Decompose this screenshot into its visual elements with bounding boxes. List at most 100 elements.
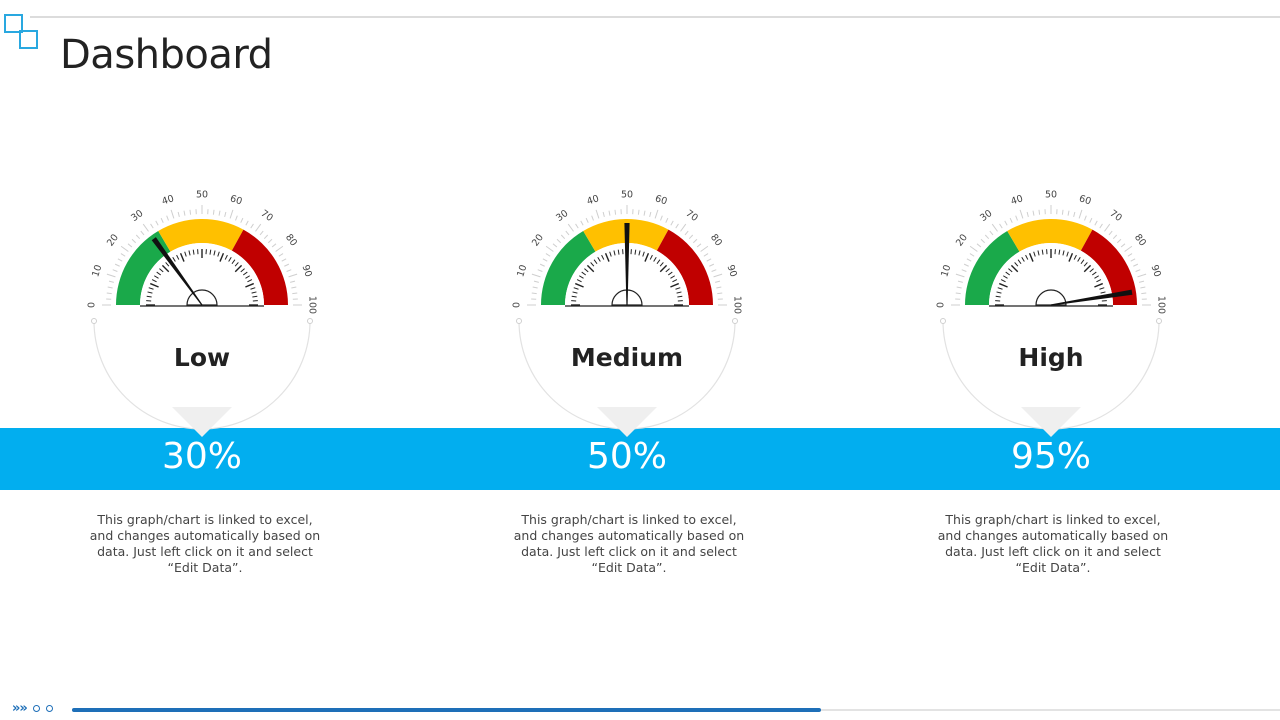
gauge-dial-tick (1002, 275, 1008, 279)
gauge-scale-tick (715, 280, 721, 283)
gauge-scale-tick (552, 243, 558, 248)
gauge-scale-tick (112, 269, 118, 272)
gauge-scale-tick (991, 223, 998, 232)
gauge-scale-tick (1061, 209, 1064, 215)
nav-dot-icon[interactable] (32, 705, 40, 712)
gauge-dial-tick (209, 249, 212, 255)
gauge-tick-label: 40 (1010, 193, 1025, 207)
gauge-scale-tick (595, 209, 600, 219)
gauge-dial-tick (1058, 249, 1061, 255)
gauge-tick-label: 0 (936, 302, 947, 308)
gauge-scale-tick (706, 258, 712, 262)
gauge-scale-tick (709, 263, 715, 267)
gauge-tick-label: 10 (939, 264, 953, 279)
gauge-dial-tick (217, 251, 220, 257)
gauge-title-medium: Medium (570, 343, 684, 372)
gauge-tick-label: 90 (1149, 264, 1163, 279)
gauge-tick-label: 50 (196, 190, 208, 201)
gauge-scale-tick (284, 263, 290, 267)
gauge-dial-tick (250, 287, 256, 290)
gauge-scale-tick (245, 220, 249, 226)
gauge-scale-tick (688, 234, 694, 240)
gauge-scale-tick (1141, 292, 1147, 295)
gauge-scale-tick (281, 258, 287, 262)
gauge-scale-tick (127, 243, 133, 248)
gauge-scale-tick (654, 209, 659, 219)
gauge-dial-tick (656, 259, 661, 265)
gauge-dial-tick (573, 287, 579, 290)
gauge-scale-tick (545, 245, 554, 252)
gauge-scale-tick (229, 209, 234, 219)
gauge-dial-tick (224, 254, 228, 260)
gauge-pointer-tab (1021, 407, 1081, 437)
gauge-scale-tick (255, 223, 262, 232)
gauge-dial-tick (1014, 262, 1019, 267)
gauge-needle (624, 223, 630, 305)
gauge-pointer-tab (597, 407, 657, 437)
gauge-needle (1050, 289, 1133, 306)
gauge-scale-tick (961, 269, 967, 272)
gauge-dial-tick (576, 279, 582, 283)
gauge-scale-tick (218, 210, 221, 216)
top-divider (30, 16, 1280, 18)
gauge-scale-tick (591, 215, 594, 221)
gauge-scale-tick (291, 286, 297, 289)
gauge-dial-tick (609, 251, 612, 257)
gauge-tick-label: 50 (621, 190, 633, 201)
gauge-tick-label: 80 (1132, 232, 1148, 248)
gauge-cup-dot (516, 318, 522, 324)
gauge-dial-tick (165, 262, 170, 267)
gauge-zone (965, 230, 1020, 305)
gauge-scale-tick (1137, 273, 1147, 278)
gauge-dial-tick (1083, 262, 1088, 267)
gauge-dial-tick (192, 249, 195, 255)
gauge-dial-tick (1025, 254, 1029, 260)
gauge-scale-tick (1089, 217, 1093, 223)
gauge-dial-tick (1099, 287, 1105, 290)
gauge-scale-tick (696, 243, 702, 248)
nav-dot-icon[interactable] (45, 705, 53, 712)
gauge-tick-label: 70 (1108, 208, 1124, 224)
gauge-scale-tick (608, 210, 611, 216)
gauge-scale-tick (1004, 220, 1008, 226)
gauge-low[interactable]: 0 10 20 30 40 50 60 70 80 90 100 (72, 180, 332, 460)
gauge-scale-tick (580, 220, 584, 226)
gauge-dial-tick (597, 256, 601, 262)
gauge-scale-tick (292, 292, 298, 295)
gauge-tick-label: 60 (654, 193, 669, 207)
gauge-dial-tick (571, 295, 577, 298)
gauge-scale-tick (1130, 258, 1136, 262)
gauge-scale-tick (675, 223, 679, 229)
gauge-medium[interactable]: 0 10 20 30 40 50 60 70 80 90 100 (497, 180, 757, 460)
gauge-dial-tick (649, 254, 653, 260)
slide-nav[interactable]: »» (12, 701, 53, 716)
gauge-scale-tick (989, 230, 994, 236)
gauge-dial-face (140, 243, 264, 305)
gauge-scale-tick (700, 245, 709, 252)
gauge-dial-tick (581, 271, 587, 276)
gauge-dial-tick (676, 291, 682, 294)
gauge-dial-tick (644, 252, 650, 262)
gauge-dial-tick (242, 271, 248, 276)
gauge-scale-tick (120, 253, 126, 257)
gauge-scale-tick (166, 215, 169, 221)
gauge-scale-tick (267, 238, 273, 244)
gauge-title-high: High (1018, 343, 1084, 372)
gauge-dial-tick (1068, 252, 1074, 262)
gauge-scale-tick (160, 217, 164, 223)
gauge-scale-tick (567, 223, 574, 232)
gauge-high[interactable]: 0 10 20 30 40 50 60 70 80 90 100 (921, 180, 1181, 460)
gauge-dial-tick (617, 249, 620, 255)
chevron-arrows-icon[interactable]: »» (12, 701, 28, 716)
gauge-dial-tick (1037, 250, 1040, 256)
gauge-scale-tick (665, 217, 669, 223)
gauge-scale-tick (250, 223, 254, 229)
gauge-tick-label: 70 (684, 208, 700, 224)
gauge-dial-tick (634, 249, 637, 255)
gauge-dial-tick (219, 252, 225, 262)
gauge-dial-tick (653, 256, 657, 262)
gauge-scale-tick (135, 234, 141, 240)
gauge-dial-tick (1077, 256, 1081, 262)
gauge-scale-tick (1099, 223, 1103, 229)
gauge-scale-tick (235, 215, 238, 221)
